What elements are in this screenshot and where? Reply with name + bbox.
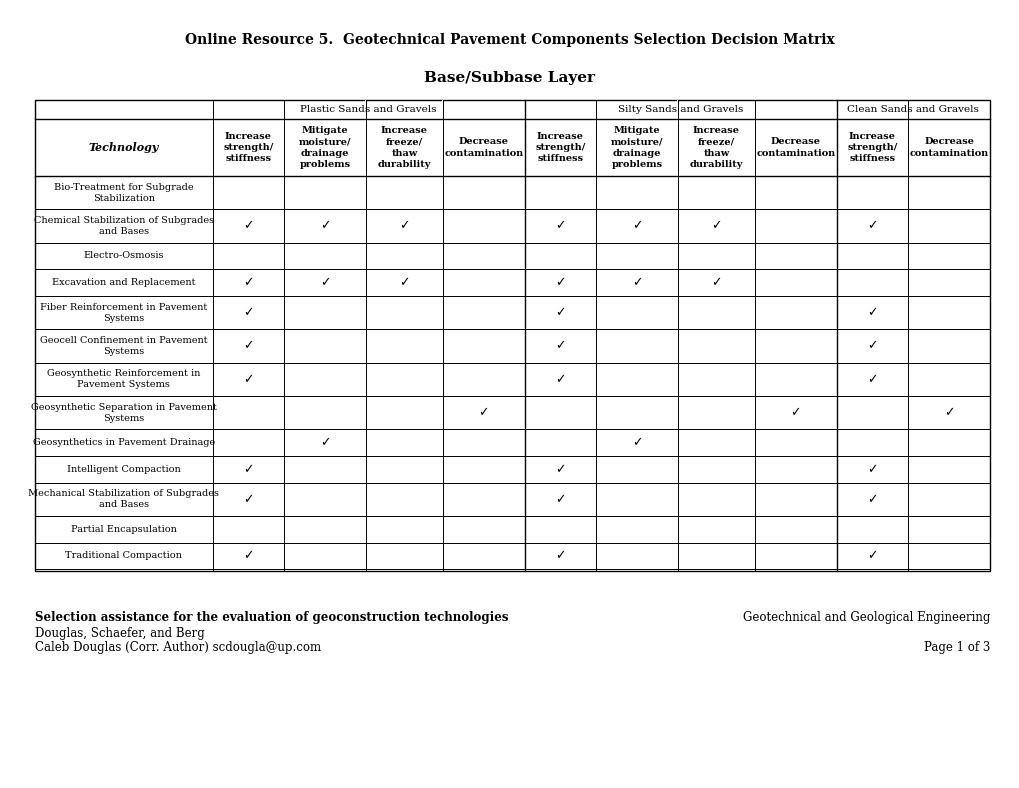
Text: ✓: ✓ (243, 463, 254, 476)
Text: ✓: ✓ (710, 276, 721, 289)
Text: ✓: ✓ (710, 220, 721, 232)
Text: ✓: ✓ (243, 340, 254, 352)
Text: Excavation and Replacement: Excavation and Replacement (52, 278, 196, 287)
Text: Technology: Technology (89, 142, 159, 153)
Text: Geosynthetics in Pavement Drainage: Geosynthetics in Pavement Drainage (33, 438, 215, 447)
Text: Traditional Compaction: Traditional Compaction (65, 552, 182, 560)
Text: Mechanical Stabilization of Subgrades
and Bases: Mechanical Stabilization of Subgrades an… (29, 489, 219, 509)
Text: Intelligent Compaction: Intelligent Compaction (67, 465, 180, 474)
Text: Decrease
contamination: Decrease contamination (909, 137, 987, 158)
Text: ✓: ✓ (866, 373, 877, 386)
Text: Clean Sands and Gravels: Clean Sands and Gravels (847, 105, 978, 114)
Text: Chemical Stabilization of Subgrades
and Bases: Chemical Stabilization of Subgrades and … (34, 216, 214, 236)
Text: Increase
strength/
stiffness: Increase strength/ stiffness (223, 132, 273, 163)
Text: ✓: ✓ (866, 463, 877, 476)
Text: Decrease
contamination: Decrease contamination (755, 137, 835, 158)
Text: ✓: ✓ (554, 463, 566, 476)
Text: Online Resource 5.  Geotechnical Pavement Components Selection Decision Matrix: Online Resource 5. Geotechnical Pavement… (184, 33, 835, 47)
Text: Decrease
contamination: Decrease contamination (443, 137, 523, 158)
Text: ✓: ✓ (320, 220, 330, 232)
Text: ✓: ✓ (866, 492, 877, 506)
Text: ✓: ✓ (320, 276, 330, 289)
Text: ✓: ✓ (943, 406, 954, 419)
Text: ✓: ✓ (398, 276, 410, 289)
Text: Selection assistance for the evaluation of geoconstruction technologies: Selection assistance for the evaluation … (35, 611, 508, 625)
Text: Caleb Douglas (Corr. Author) scdougla@up.com: Caleb Douglas (Corr. Author) scdougla@up… (35, 641, 321, 655)
Text: Fiber Reinforcement in Pavement
Systems: Fiber Reinforcement in Pavement Systems (40, 303, 207, 322)
Text: Increase
strength/
stiffness: Increase strength/ stiffness (847, 132, 897, 163)
Text: ✓: ✓ (790, 406, 800, 419)
Text: ✓: ✓ (554, 340, 566, 352)
Text: Mitigate
moisture/
drainage
problems: Mitigate moisture/ drainage problems (610, 126, 662, 169)
Text: ✓: ✓ (243, 220, 254, 232)
Text: ✓: ✓ (866, 306, 877, 319)
Bar (35, 100, 989, 571)
Text: Geocell Confinement in Pavement
Systems: Geocell Confinement in Pavement Systems (40, 336, 208, 356)
Text: Increase
freeze/
thaw
durability: Increase freeze/ thaw durability (377, 126, 431, 169)
Text: Plastic Sands and Gravels: Plastic Sands and Gravels (300, 105, 436, 114)
Text: Silty Sands and Gravels: Silty Sands and Gravels (618, 105, 743, 114)
Text: Geosynthetic Separation in Pavement
Systems: Geosynthetic Separation in Pavement Syst… (31, 403, 216, 422)
Text: Mitigate
moisture/
drainage
problems: Mitigate moisture/ drainage problems (299, 126, 351, 169)
Text: Increase
freeze/
thaw
durability: Increase freeze/ thaw durability (689, 126, 743, 169)
Text: ✓: ✓ (243, 492, 254, 506)
Text: ✓: ✓ (866, 549, 877, 563)
Text: ✓: ✓ (554, 492, 566, 506)
Text: ✓: ✓ (243, 373, 254, 386)
Text: ✓: ✓ (478, 406, 488, 419)
Text: ✓: ✓ (632, 276, 642, 289)
Text: Geosynthetic Reinforcement in
Pavement Systems: Geosynthetic Reinforcement in Pavement S… (47, 370, 201, 389)
Text: ✓: ✓ (554, 276, 566, 289)
Text: Page 1 of 3: Page 1 of 3 (923, 641, 989, 655)
Text: ✓: ✓ (632, 220, 642, 232)
Text: ✓: ✓ (398, 220, 410, 232)
Text: Electro-Osmosis: Electro-Osmosis (84, 251, 164, 261)
Text: Bio-Treatment for Subgrade
Stabilization: Bio-Treatment for Subgrade Stabilization (54, 183, 194, 203)
Text: Partial Encapsulation: Partial Encapsulation (70, 525, 176, 533)
Text: ✓: ✓ (866, 340, 877, 352)
Text: ✓: ✓ (320, 436, 330, 449)
Text: Increase
strength/
stiffness: Increase strength/ stiffness (535, 132, 585, 163)
Text: Douglas, Schaefer, and Berg: Douglas, Schaefer, and Berg (35, 626, 205, 640)
Text: ✓: ✓ (866, 220, 877, 232)
Text: ✓: ✓ (243, 306, 254, 319)
Text: ✓: ✓ (554, 373, 566, 386)
Text: ✓: ✓ (554, 220, 566, 232)
Text: ✓: ✓ (554, 306, 566, 319)
Text: ✓: ✓ (554, 549, 566, 563)
Text: Geotechnical and Geological Engineering: Geotechnical and Geological Engineering (742, 611, 989, 625)
Text: Base/Subbase Layer: Base/Subbase Layer (424, 71, 595, 85)
Text: ✓: ✓ (243, 549, 254, 563)
Text: ✓: ✓ (632, 436, 642, 449)
Text: ✓: ✓ (243, 276, 254, 289)
